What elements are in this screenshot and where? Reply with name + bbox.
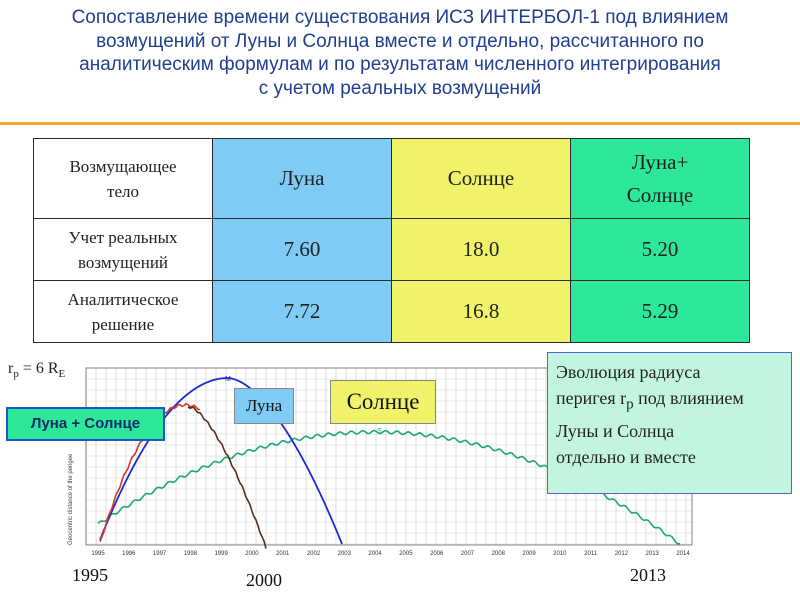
slide-title: Сопоставление времени существования ИСЗ … (0, 6, 800, 100)
title-line: возмущений от Луны и Солнца вместе и отд… (96, 30, 704, 52)
x-tick-label: 2012 (615, 551, 629, 557)
note-text: перигея r (556, 388, 627, 408)
x-tick-label: 1996 (122, 551, 136, 557)
title-line: с учетом реальных возмущений (258, 77, 542, 99)
table-cell: 7.60 (212, 218, 392, 281)
x-tick-label: 2003 (338, 551, 352, 557)
header-cell-moon-sun: Луна+ Солнце (570, 138, 750, 219)
cell-line: Солнце (626, 182, 694, 207)
cell-line: тело (107, 181, 139, 201)
x-tick-label: 1995 (91, 551, 105, 557)
note-line: перигея rp под влиянием (556, 385, 783, 418)
x-tick-label: 2004 (368, 551, 382, 557)
x-tick-label: 2014 (676, 551, 690, 557)
comparison-table: Возмущающее тело Луна Солнце Луна+ Солнц… (33, 138, 750, 343)
x-tick-label: 2011 (584, 551, 598, 557)
perigee-radius-label: rp = 6 RE (8, 360, 65, 380)
rp-value: = 6 R (18, 360, 59, 377)
year-label-middle: 2000 (246, 570, 282, 590)
table-row: Учет реальных возмущений 7.60 18.0 5.20 (33, 218, 750, 281)
row-label: Аналитическое решение (33, 280, 213, 343)
cell-line: Луна+ (631, 149, 689, 174)
table-cell: 16.8 (391, 280, 571, 343)
moon-curve-marker: M (225, 376, 231, 383)
title-divider (0, 122, 800, 125)
note-line: Луны и Солнца (556, 420, 675, 441)
combo-curve-b (187, 406, 267, 549)
note-subscript: p (626, 396, 634, 413)
cell-line: Учет реальных (68, 227, 178, 247)
title-line: Сопоставление времени существования ИСЗ … (71, 7, 729, 28)
cell-line: Возмущающее (69, 156, 177, 176)
sun-label-box: Солнце (330, 380, 436, 424)
moon-curve (99, 377, 343, 545)
x-tick-label: 2000 (245, 551, 259, 557)
header-cell-moon: Луна (212, 138, 392, 219)
x-tick-label: 2006 (430, 551, 444, 557)
combo-label-box: Луна + Солнце (6, 407, 165, 441)
title-line: аналитическим формулам и по результатам … (79, 54, 721, 75)
x-tick-label: 2008 (492, 551, 506, 557)
header-cell-sun: Солнце (391, 138, 571, 219)
rp-symbol: r (8, 360, 14, 377)
table-cell: 18.0 (391, 218, 571, 281)
rp-unit-subscript: E (58, 368, 66, 381)
x-tick-label: 1998 (184, 551, 198, 557)
table-cell: 7.72 (212, 280, 392, 343)
x-tick-label: 2002 (307, 551, 321, 557)
cell-line: возмущений (77, 252, 169, 272)
table-row: Аналитическое решение 7.72 16.8 5.29 (33, 280, 750, 343)
note-box: Эволюция радиуса перигея rp под влиянием… (547, 352, 792, 494)
x-tick-label: 2013 (646, 551, 660, 557)
x-tick-label: 2001 (276, 551, 290, 557)
table-cell: 5.29 (570, 280, 750, 343)
cell-line: Аналитическое (67, 289, 179, 309)
year-label-right: 2013 (630, 565, 666, 585)
year-label-left: 1995 (72, 565, 108, 585)
note-text: под влиянием (633, 388, 744, 408)
x-tick-label: 2005 (399, 551, 413, 557)
table-cell: 5.20 (570, 218, 750, 281)
row-label: Учет реальных возмущений (33, 218, 213, 281)
x-tick-label: 2009 (522, 551, 536, 557)
x-tick-label: 1997 (153, 551, 167, 557)
rp-subscript: p (13, 368, 19, 381)
note-line: Эволюция радиуса (556, 362, 701, 382)
x-tick-label: 2010 (553, 551, 567, 557)
table-header-row: Возмущающее тело Луна Солнце Луна+ Солнц… (33, 138, 750, 219)
x-tick-labels: 1995 1996 1997 1998 1999 2000 2001 2002 2003 2004… (91, 551, 690, 557)
x-tick-label: 2007 (461, 551, 475, 557)
header-cell-perturbing-body: Возмущающее тело (33, 138, 213, 219)
note-line: отдельно и вместе (556, 446, 696, 467)
x-tick-label: 1999 (214, 551, 228, 557)
cell-line: решение (91, 314, 155, 334)
sun-curve-marker: S (377, 428, 382, 435)
moon-label-box: Луна (234, 388, 294, 424)
y-axis-label: Geocentric distance of the perigee (68, 453, 74, 545)
